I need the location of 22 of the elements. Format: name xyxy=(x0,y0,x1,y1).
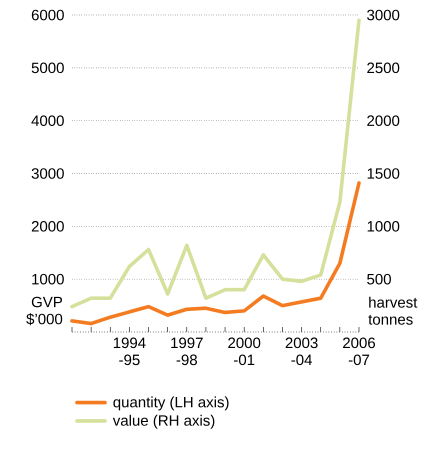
line-series xyxy=(70,18,361,308)
legend-label: quantity (LH axis) xyxy=(113,396,229,410)
y-tick-label: 6000 xyxy=(32,10,64,20)
y-axis-title: GVP $’000 xyxy=(26,296,62,326)
x-tick-label: 1994 -95 xyxy=(114,338,146,366)
y-tick-label: 3000 xyxy=(32,168,64,179)
y-tick-label: 1000 xyxy=(32,274,64,284)
y2-tick-label: 500 xyxy=(367,274,391,284)
y2-tick-label: 2000 xyxy=(367,115,400,126)
x-tick-label: 2003 -04 xyxy=(286,338,318,366)
y2-tick-label: 1500 xyxy=(368,168,400,179)
y-tick-label: 5000 xyxy=(32,62,64,74)
y-tick-label: 2000 xyxy=(32,221,64,232)
x-tick-label: 2006 -07 xyxy=(343,338,376,366)
legend-label: value (RH axis) xyxy=(112,414,214,429)
y2-tick-label: 1000 xyxy=(368,221,400,232)
y2-axis-title: harvest tonnes xyxy=(368,296,418,325)
x-tick-label: 2000 -01 xyxy=(228,338,260,366)
x-tick-label: 1997 -98 xyxy=(171,338,203,366)
y-tick-label: 4000 xyxy=(31,115,64,126)
y2-tick-label: 3000 xyxy=(367,10,400,20)
y2-tick-label: 2500 xyxy=(367,62,400,74)
